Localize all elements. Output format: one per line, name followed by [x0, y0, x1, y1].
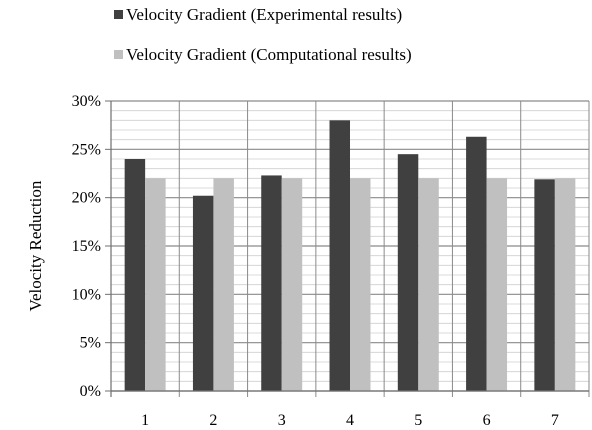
axes: [105, 100, 589, 392]
x-tick-label-7: 7: [551, 412, 559, 429]
bar-computational-6: [486, 178, 508, 391]
bar-experimental-4: [329, 120, 350, 391]
bars: [124, 120, 576, 391]
bar-computational-2: [213, 178, 234, 391]
y-tick-label-10: 10%: [72, 286, 101, 303]
bar-computational-3: [281, 178, 303, 391]
legend-swatch-computational: [114, 50, 123, 59]
x-tick-label-3: 3: [278, 412, 286, 429]
bar-experimental-3: [261, 175, 282, 391]
bar-experimental-2: [192, 195, 214, 391]
x-tick-label-2: 2: [209, 412, 217, 429]
legend-label-computational: Velocity Gradient (Computational results…: [126, 45, 412, 64]
bar-experimental-1: [124, 159, 146, 391]
y-tick-label-25: 25%: [72, 141, 101, 158]
y-tick-label-30: 30%: [72, 93, 101, 110]
legend-label-experimental: Velocity Gradient (Experimental results): [126, 5, 402, 24]
bar-computational-7: [554, 178, 576, 391]
bar-experimental-6: [466, 136, 487, 391]
y-axis-label: Velocity Reduction: [26, 180, 45, 311]
x-tick-label-1: 1: [141, 412, 149, 429]
y-tick-label-20: 20%: [72, 190, 101, 207]
legend: Velocity Gradient (Experimental results)…: [114, 5, 412, 64]
labels: 0% 5% 10% 15% 20% 25% 30% 1 2 3 4 5 6 7 Velocity Reduc…: [26, 93, 559, 429]
x-tick-label-4: 4: [346, 412, 354, 429]
bar-experimental-5: [397, 154, 419, 391]
bar-computational-1: [145, 178, 166, 391]
legend-swatch-experimental: [114, 10, 123, 19]
y-tick-label-5: 5%: [80, 335, 101, 352]
bar-computational-5: [418, 178, 439, 391]
y-tick-label-15: 15%: [72, 238, 101, 255]
y-tick-label-0: 0%: [80, 383, 101, 400]
x-tick-label-5: 5: [414, 412, 422, 429]
bar-experimental-7: [534, 179, 555, 391]
x-tick-label-6: 6: [483, 412, 491, 429]
bar-computational-4: [350, 178, 371, 391]
